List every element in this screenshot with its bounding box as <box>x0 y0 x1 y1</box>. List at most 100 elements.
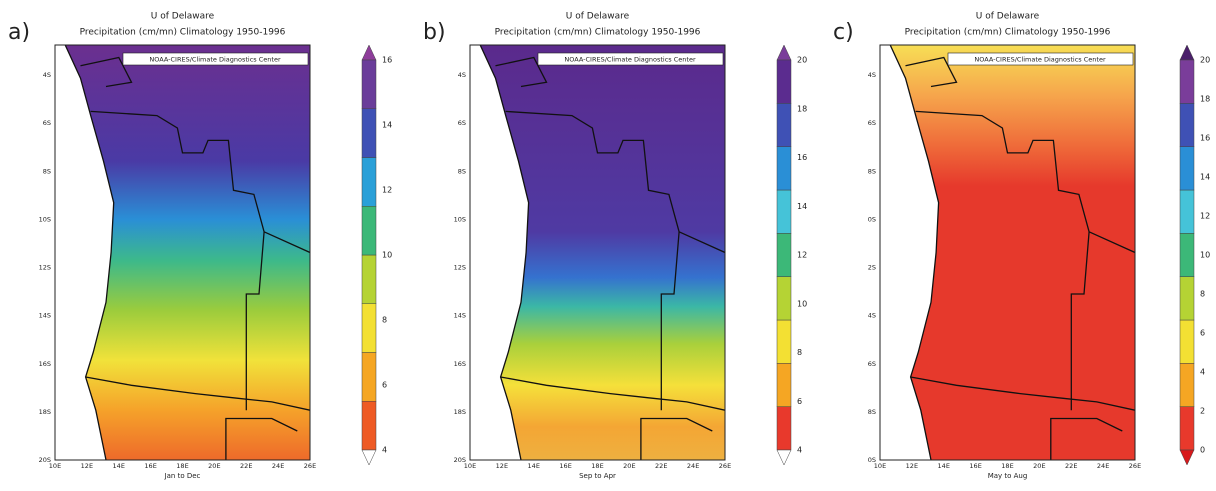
y-label: 14S <box>39 312 51 320</box>
caption: Jan to Dec <box>164 472 201 480</box>
x-label: 24E <box>272 462 284 470</box>
colorbar-label: 4 <box>797 446 802 455</box>
colorbar-label: 12 <box>1200 212 1210 221</box>
colorbar-segment <box>776 319 792 364</box>
caption: Sep to Apr <box>579 472 616 480</box>
map-frame <box>54 44 311 461</box>
colorbar-label: 10 <box>382 251 392 260</box>
colorbar-end <box>1179 44 1195 61</box>
caption: May to Aug <box>988 472 1028 480</box>
border <box>910 376 1135 411</box>
panel: c) U of Delaware Precipitation (cm/mn) Cli… <box>833 12 1210 481</box>
ocean <box>470 45 529 460</box>
border <box>495 56 548 88</box>
y-label: 4S <box>458 71 466 79</box>
colorbar-segment <box>776 363 792 407</box>
x-label: 14E <box>113 462 125 470</box>
colorbar-end <box>361 44 377 61</box>
x-label: 26E <box>304 462 316 470</box>
y-label: 12S <box>39 264 51 272</box>
panel-label: c) <box>833 20 854 45</box>
colorbar: 4 6 8 10 12 14 16 18 20 <box>776 44 807 466</box>
colorbar: 0 2 4 6 8 10 12 14 16 18 20 <box>1179 44 1210 466</box>
x-label: 20E <box>1033 462 1045 470</box>
map-frame <box>469 44 726 461</box>
x-label: 20E <box>623 462 635 470</box>
colorbar-segment <box>1179 406 1195 451</box>
colorbar-segment <box>1179 319 1195 364</box>
y-label: 6S <box>458 119 466 127</box>
y-label: 20S <box>39 456 51 464</box>
border <box>905 56 958 88</box>
colorbar-segment <box>1179 189 1195 234</box>
credit: NOAA-CIRES/Climate Diagnostics Center <box>974 56 1106 64</box>
map-subtitle: Precipitation (cm/mn) Climatology 1950-1… <box>80 28 286 38</box>
x-label: 10E <box>874 462 886 470</box>
panel: a) U of Delaware Precipitation (cm/mn) Cli… <box>8 12 392 481</box>
x-label: 14E <box>938 462 950 470</box>
colorbar-end <box>776 449 792 466</box>
colorbar-segment <box>361 352 377 402</box>
map-title: U of Delaware <box>566 12 630 22</box>
x-label: 20E <box>208 462 220 470</box>
y-label: 14S <box>454 312 466 320</box>
border <box>85 376 310 411</box>
ocean <box>55 45 114 460</box>
colorbar-end <box>1179 449 1195 466</box>
y-label: 6S <box>868 119 876 127</box>
colorbar-end <box>776 44 792 61</box>
map <box>55 45 310 460</box>
x-label: 22E <box>240 462 252 470</box>
border <box>1070 231 1090 411</box>
x-label: 22E <box>1065 462 1077 470</box>
colorbar-label: 20 <box>797 56 807 65</box>
colorbar-label: 8 <box>1200 290 1205 299</box>
colorbar-label: 6 <box>382 381 387 390</box>
x-label: 16E <box>559 462 571 470</box>
panel-label: a) <box>8 20 30 45</box>
x-label: 10E <box>49 462 61 470</box>
border <box>1050 417 1123 460</box>
y-label: 20S <box>454 456 466 464</box>
map-title: U of Delaware <box>151 12 215 22</box>
colorbar-label: 6 <box>1200 329 1205 338</box>
colorbar-segment <box>361 59 377 109</box>
panel: b) U of Delaware Precipitation (cm/mn) Cli… <box>423 12 807 481</box>
y-label: 8S <box>458 167 466 175</box>
colorbar-segment <box>361 254 377 304</box>
colorbar-label: 2 <box>1200 407 1205 416</box>
colorbar-label: 12 <box>382 186 392 195</box>
y-label: 10S <box>39 215 51 223</box>
colorbar-label: 8 <box>797 348 802 357</box>
colorbar-label: 14 <box>382 121 392 130</box>
credit-box <box>947 52 1134 66</box>
y-label: 18S <box>454 408 466 416</box>
colorbar-segment <box>1179 363 1195 407</box>
colorbar-segment <box>1179 103 1195 147</box>
colorbar-label: 16 <box>797 153 807 162</box>
colorbar-segment <box>1179 59 1195 104</box>
colorbar-label: 16 <box>1200 134 1210 143</box>
y-label: 0S <box>868 215 876 223</box>
coastline <box>889 45 940 460</box>
y-label: 2S <box>868 264 876 272</box>
colorbar-segment <box>776 189 792 234</box>
border <box>90 110 310 254</box>
map-frame <box>879 44 1136 461</box>
colorbar-label: 16 <box>382 56 392 65</box>
border <box>225 417 298 460</box>
colorbar-segment <box>776 146 792 191</box>
y-label: 4S <box>868 312 876 320</box>
x-label: 18E <box>591 462 603 470</box>
credit-box <box>122 52 309 66</box>
colorbar-segment <box>361 108 377 158</box>
y-label: 4S <box>868 71 876 79</box>
colorbar-segment <box>361 401 377 451</box>
coastline <box>64 45 115 460</box>
border <box>660 231 680 411</box>
x-label: 18E <box>176 462 188 470</box>
colorbar-label: 18 <box>1200 95 1210 104</box>
colorbar: 4 6 8 10 12 14 16 <box>361 44 392 466</box>
colorbar-label: 14 <box>797 202 807 211</box>
x-label: 12E <box>81 462 93 470</box>
